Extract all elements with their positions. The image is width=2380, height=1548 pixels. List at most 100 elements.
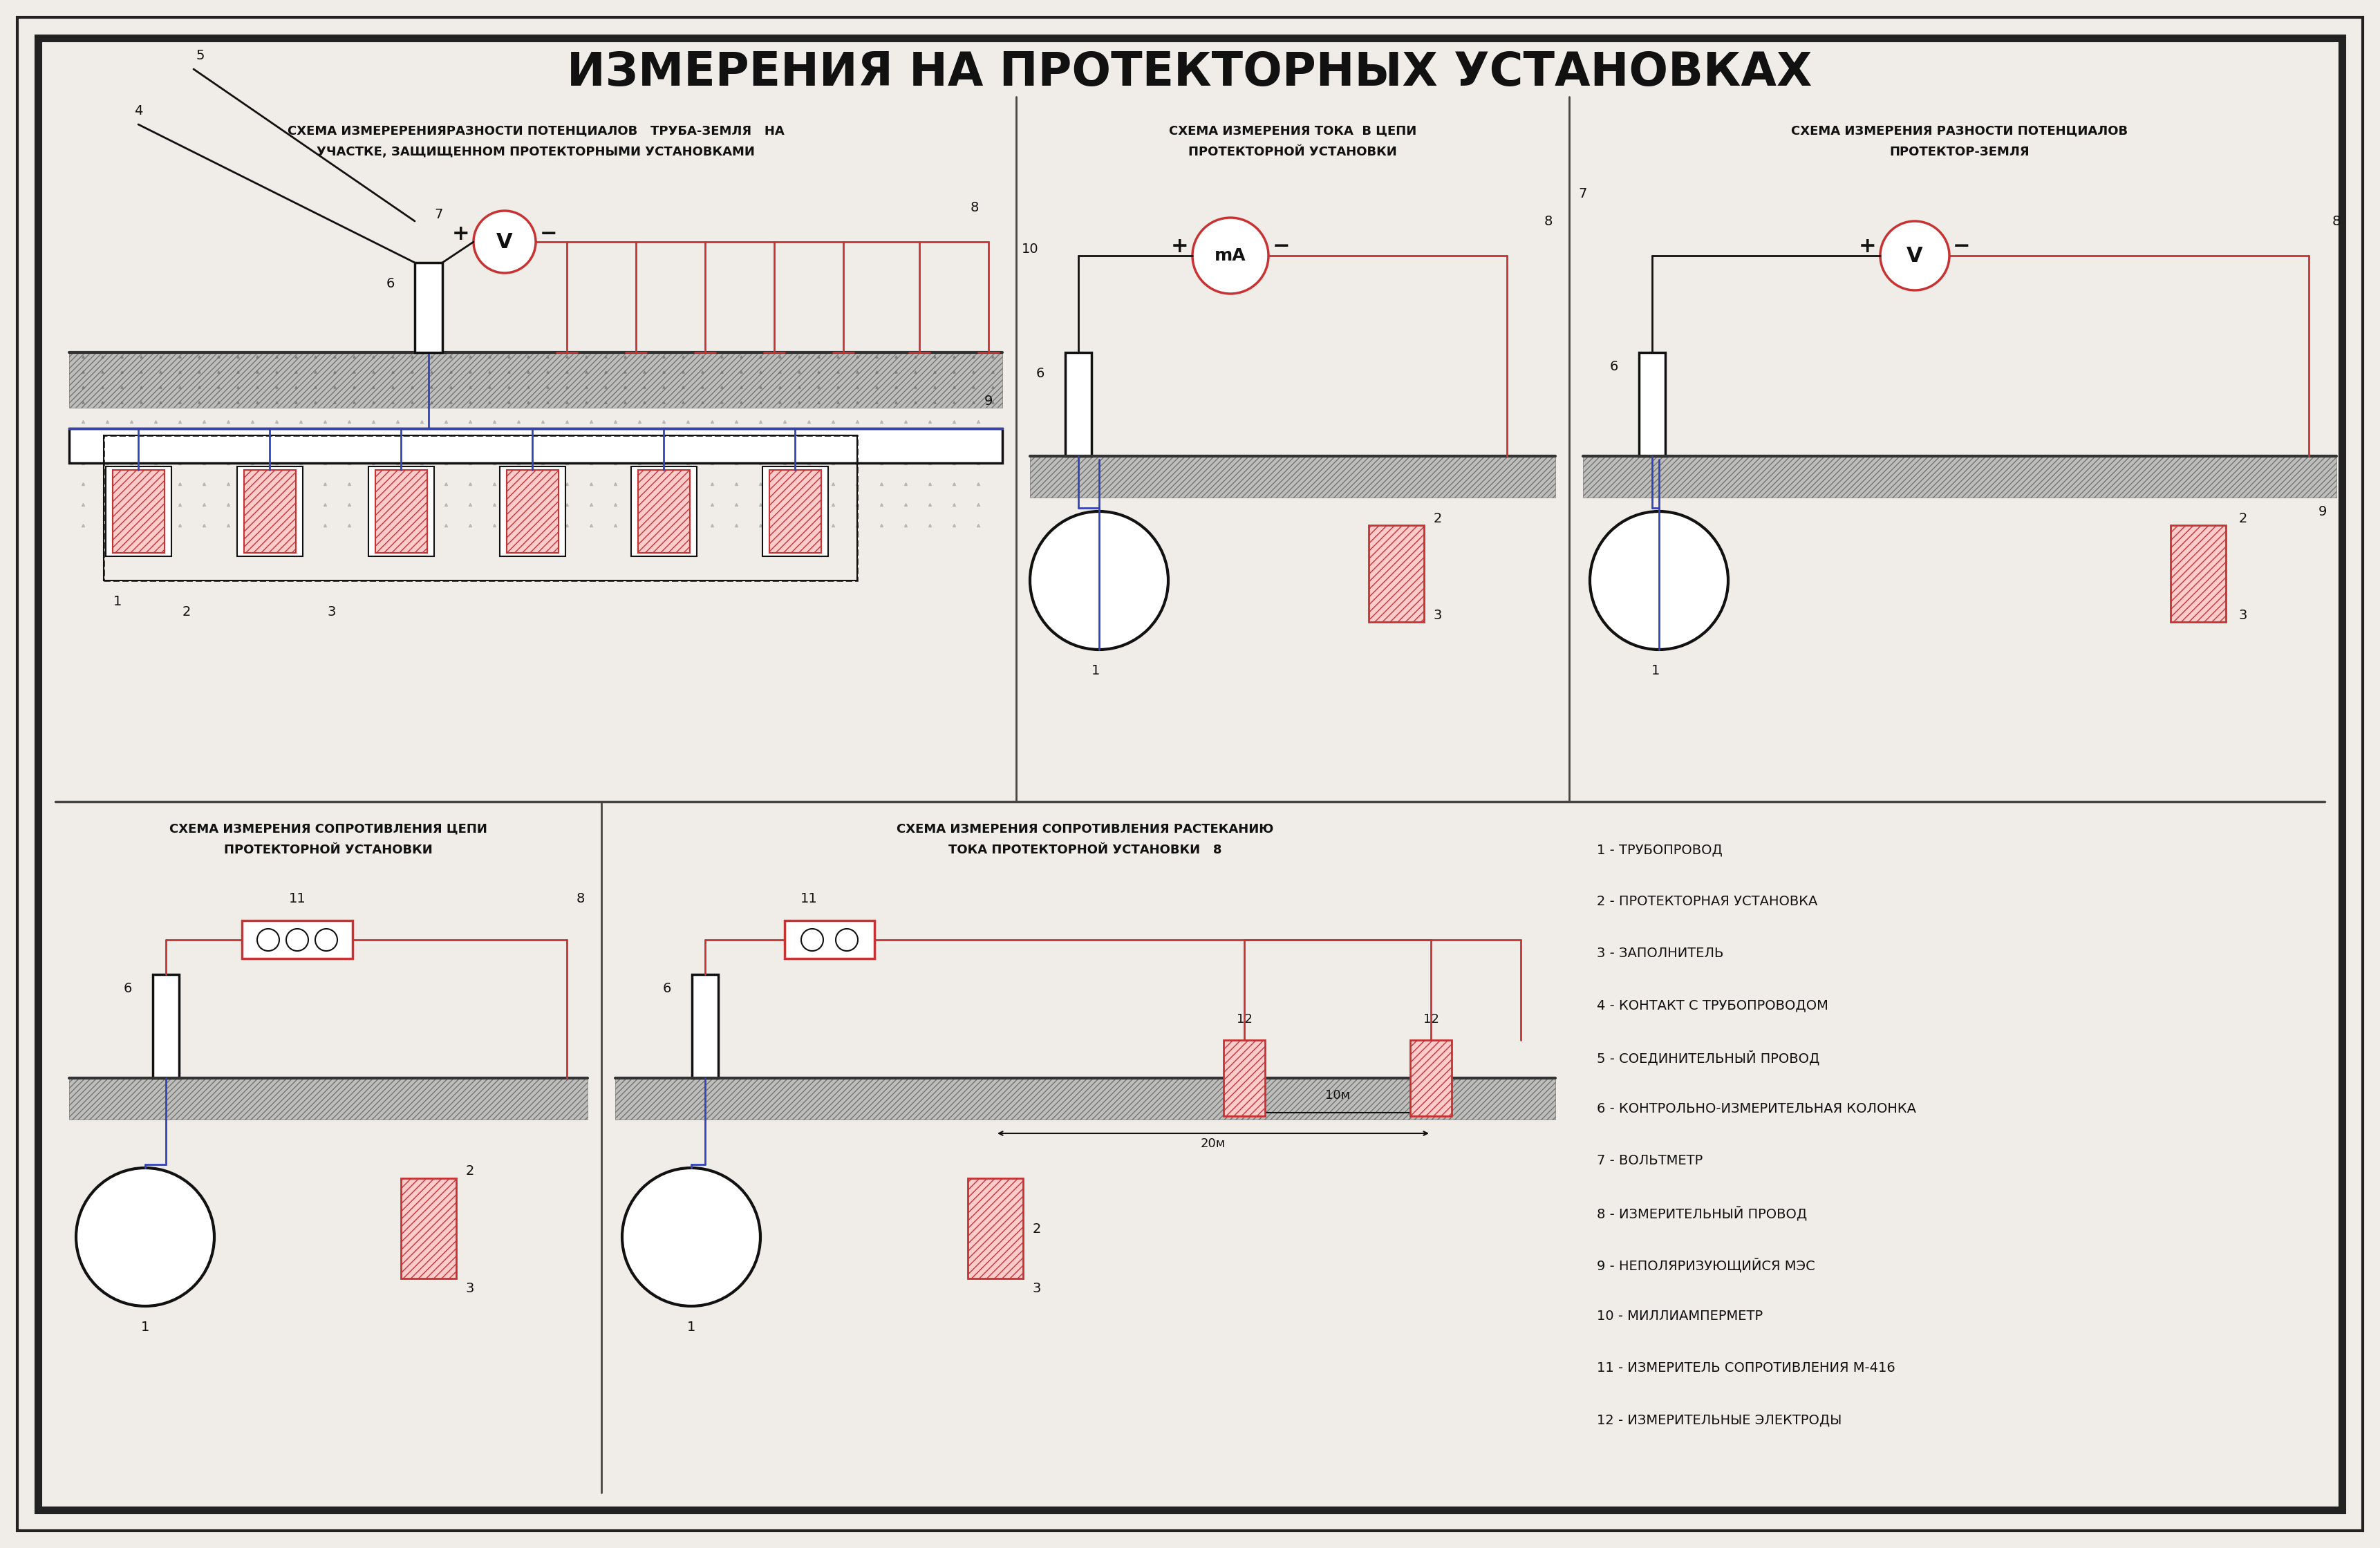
Text: 11: 11: [288, 892, 305, 906]
Text: 3: 3: [1433, 608, 1442, 622]
Text: 6: 6: [386, 277, 395, 289]
Circle shape: [1590, 511, 1728, 650]
Bar: [500, 466, 566, 556]
Bar: [414, 263, 443, 353]
Text: 6: 6: [1035, 367, 1045, 379]
Text: 2: 2: [1433, 512, 1442, 525]
Text: 2: 2: [466, 1164, 474, 1178]
Bar: [369, 466, 433, 556]
Text: 8 - ИЗМЕРИТЕЛЬНЫЙ ПРОВОД: 8 - ИЗМЕРИТЕЛЬНЫЙ ПРОВОД: [1597, 1206, 1806, 1221]
Text: 9: 9: [985, 395, 992, 407]
Bar: [69, 429, 1002, 463]
Circle shape: [314, 929, 338, 950]
Circle shape: [76, 1167, 214, 1307]
Bar: [105, 435, 857, 580]
Bar: [1368, 525, 1423, 622]
Text: −: −: [1271, 235, 1290, 255]
Text: 7: 7: [1578, 187, 1587, 200]
Circle shape: [1031, 511, 1169, 650]
Text: 11: 11: [800, 892, 816, 906]
Text: 1: 1: [114, 594, 121, 608]
Text: 3: 3: [466, 1282, 474, 1296]
Circle shape: [1192, 218, 1269, 294]
Text: 6: 6: [124, 981, 133, 995]
Bar: [1583, 457, 2337, 497]
Circle shape: [286, 929, 309, 950]
Bar: [238, 466, 302, 556]
Text: 12: 12: [1235, 1012, 1252, 1026]
Text: 6: 6: [662, 981, 671, 995]
Text: ТОКА ПРОТЕКТОРНОЙ УСТАНОВКИ   8: ТОКА ПРОТЕКТОРНОЙ УСТАНОВКИ 8: [950, 844, 1221, 856]
Bar: [376, 471, 426, 553]
Bar: [1223, 1040, 1266, 1116]
Text: СХЕМА ИЗМЕРЕНИЯ СОПРОТИВЛЕНИЯ ЦЕПИ: СХЕМА ИЗМЕРЕНИЯ СОПРОТИВЛЕНИЯ ЦЕПИ: [169, 824, 488, 836]
Bar: [1411, 1040, 1452, 1116]
Text: +: +: [1171, 235, 1190, 255]
Bar: [969, 1178, 1023, 1279]
Text: 10 - МИЛЛИАМПЕРМЕТР: 10 - МИЛЛИАМПЕРМЕТР: [1597, 1310, 1764, 1322]
Bar: [105, 435, 857, 580]
Text: УЧАСТКЕ, ЗАЩИЩЕННОМ ПРОТЕКТОРНЫМИ УСТАНОВКАМИ: УЧАСТКЕ, ЗАЩИЩЕННОМ ПРОТЕКТОРНЫМИ УСТАНО…: [317, 146, 754, 158]
Bar: [507, 471, 559, 553]
Bar: [112, 471, 164, 553]
Bar: [614, 1077, 1554, 1119]
Bar: [400, 1178, 457, 1279]
Text: 12 - ИЗМЕРИТЕЛЬНЫЕ ЭЛЕКТРОДЫ: 12 - ИЗМЕРИТЕЛЬНЫЕ ЭЛЕКТРОДЫ: [1597, 1413, 1842, 1426]
Text: СХЕМА ИЗМЕРЕНИЯ ТОКА  В ЦЕПИ: СХЕМА ИЗМЕРЕНИЯ ТОКА В ЦЕПИ: [1169, 125, 1416, 138]
Bar: [69, 1077, 588, 1119]
Bar: [762, 466, 828, 556]
Circle shape: [802, 929, 823, 950]
Bar: [693, 974, 719, 1077]
Bar: [1031, 457, 1554, 497]
Bar: [785, 921, 873, 958]
Text: 9 - НЕПОЛЯРИЗУЮЩИЙСЯ МЭС: 9 - НЕПОЛЯРИЗУЮЩИЙСЯ МЭС: [1597, 1257, 1816, 1272]
Circle shape: [1880, 221, 1949, 291]
Text: ПРОТЕКТОР-ЗЕМЛЯ: ПРОТЕКТОР-ЗЕМЛЯ: [1890, 146, 2030, 158]
Text: +: +: [452, 223, 469, 243]
Text: 8: 8: [1545, 215, 1552, 228]
Text: 3: 3: [2240, 608, 2247, 622]
Text: 6: 6: [1609, 359, 1618, 373]
Text: 2 - ПРОТЕКТОРНАЯ УСТАНОВКА: 2 - ПРОТЕКТОРНАЯ УСТАНОВКА: [1597, 895, 1818, 909]
Text: −: −: [540, 223, 557, 243]
Text: 3: 3: [1033, 1282, 1040, 1296]
Text: СХЕМА ИЗМЕРЕНИЯ РАЗНОСТИ ПОТЕНЦИАЛОВ: СХЕМА ИЗМЕРЕНИЯ РАЗНОСТИ ПОТЕНЦИАЛОВ: [1792, 125, 2128, 138]
Bar: [152, 974, 178, 1077]
Text: 1: 1: [140, 1320, 150, 1333]
Bar: [1066, 353, 1092, 457]
Text: 8: 8: [971, 201, 978, 214]
Bar: [769, 471, 821, 553]
Text: 2: 2: [183, 605, 190, 618]
Text: 5: 5: [195, 48, 205, 62]
Bar: [245, 471, 295, 553]
Text: 4 - КОНТАКТ С ТРУБОПРОВОДОМ: 4 - КОНТАКТ С ТРУБОПРОВОДОМ: [1597, 998, 1828, 1012]
Text: V: V: [497, 232, 512, 252]
Circle shape: [257, 929, 278, 950]
Text: СХЕМА ИЗМЕРЕРЕНИЯРАЗНОСТИ ПОТЕНЦИАЛОВ   ТРУБА-ЗЕМЛЯ   НА: СХЕМА ИЗМЕРЕРЕНИЯРАЗНОСТИ ПОТЕНЦИАЛОВ ТР…: [288, 125, 783, 138]
Text: 4: 4: [133, 104, 143, 118]
Text: 1: 1: [1092, 664, 1100, 676]
Text: 9: 9: [2318, 505, 2328, 519]
Text: 11 - ИЗМЕРИТЕЛЬ СОПРОТИВЛЕНИЯ М-416: 11 - ИЗМЕРИТЕЛЬ СОПРОТИВЛЕНИЯ М-416: [1597, 1361, 1894, 1375]
Text: 6 - КОНТРОЛЬНО-ИЗМЕРИТЕЛЬНАЯ КОЛОНКА: 6 - КОНТРОЛЬНО-ИЗМЕРИТЕЛЬНАЯ КОЛОНКА: [1597, 1102, 1916, 1116]
Text: СХЕМА ИЗМЕРЕНИЯ СОПРОТИВЛЕНИЯ РАСТЕКАНИЮ: СХЕМА ИЗМЕРЕНИЯ СОПРОТИВЛЕНИЯ РАСТЕКАНИЮ: [897, 824, 1273, 836]
Text: 3 - ЗАПОЛНИТЕЛЬ: 3 - ЗАПОЛНИТЕЛЬ: [1597, 947, 1723, 960]
Circle shape: [835, 929, 857, 950]
Text: 2: 2: [1033, 1223, 1040, 1235]
Text: ПРОТЕКТОРНОЙ УСТАНОВКИ: ПРОТЕКТОРНОЙ УСТАНОВКИ: [1188, 146, 1397, 158]
Bar: [1640, 353, 1666, 457]
Text: 7 - ВОЛЬТМЕТР: 7 - ВОЛЬТМЕТР: [1597, 1155, 1702, 1167]
Text: 8: 8: [576, 892, 585, 906]
Text: 20м: 20м: [1200, 1138, 1226, 1150]
Bar: [2171, 525, 2225, 622]
Bar: [638, 471, 690, 553]
Text: 1 - ТРУБОПРОВОД: 1 - ТРУБОПРОВОД: [1597, 844, 1723, 856]
Text: 3: 3: [328, 605, 336, 618]
Text: mA: mA: [1214, 248, 1247, 265]
Circle shape: [474, 211, 536, 272]
Text: V: V: [1906, 246, 1923, 266]
Bar: [105, 466, 171, 556]
Text: +: +: [1859, 235, 1878, 255]
Bar: [631, 466, 697, 556]
Text: ИЗМЕРЕНИЯ НА ПРОТЕКТОРНЫХ УСТАНОВКАХ: ИЗМЕРЕНИЯ НА ПРОТЕКТОРНЫХ УСТАНОВКАХ: [566, 50, 1811, 96]
